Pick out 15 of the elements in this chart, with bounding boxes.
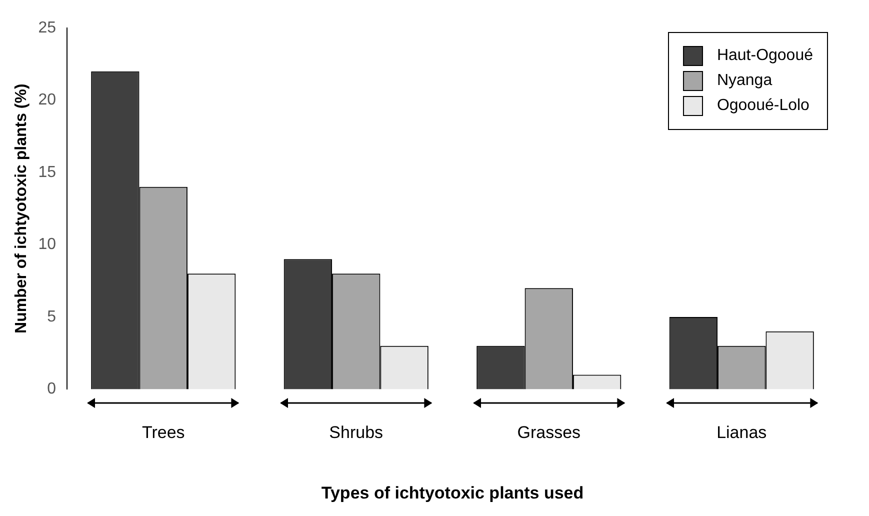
y-tick-label: 10 [38, 236, 56, 254]
y-tick-label: 15 [38, 164, 56, 181]
legend-label: Haut-Ogooué [716, 47, 813, 65]
legend-label: Nyanga [716, 72, 772, 90]
x-axis-title: Types of ichtyotoxic plants used [321, 483, 584, 502]
x-tick-label: Grasses [517, 423, 581, 442]
y-tick-label: 20 [38, 92, 56, 109]
y-tick-label: 25 [38, 19, 56, 36]
x-tick-label: Trees [142, 423, 185, 442]
legend-label: Ogooué-Lolo [716, 97, 810, 115]
y-tick-label: 0 [47, 380, 56, 398]
x-tick-label: Lianas [716, 423, 767, 442]
x-tick-label: Shrubs [329, 423, 384, 442]
y-axis-title: Number of ichtyotoxic plants (%) [13, 84, 30, 334]
y-tick-label: 5 [47, 308, 56, 326]
